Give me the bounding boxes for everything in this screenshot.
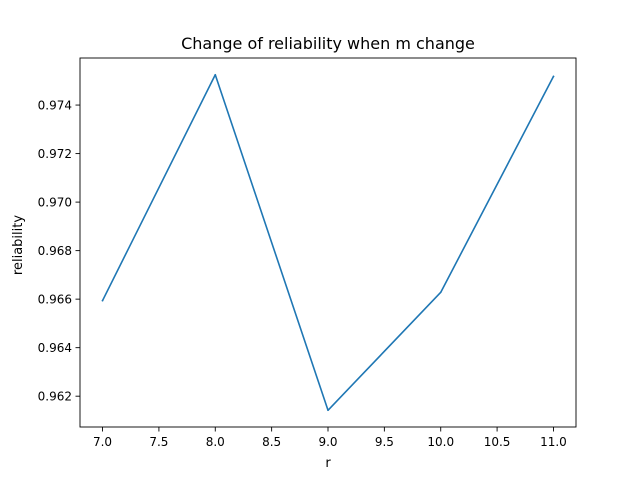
- x-tick-label: 8.0: [206, 435, 225, 449]
- y-tick-label: 0.972: [38, 147, 72, 161]
- x-tick-label: 9.0: [318, 435, 337, 449]
- y-tick-label: 0.964: [38, 341, 72, 355]
- x-tick-label: 10.5: [484, 435, 511, 449]
- y-axis-label: reliability: [11, 215, 26, 275]
- x-tick-label: 7.5: [149, 435, 168, 449]
- data-point: [101, 299, 104, 302]
- x-tick-label: 7.0: [93, 435, 112, 449]
- y-tick-label: 0.966: [38, 293, 72, 307]
- y-tick-label: 0.962: [38, 390, 72, 404]
- chart-title: Change of reliability when m change: [181, 34, 475, 53]
- plot-area: 7.0 7.5 8.0 8.5 9.0 9.5 10.0 10.5 11.0 0.962 0.964…: [38, 57, 577, 449]
- y-tick-label: 0.974: [38, 99, 72, 113]
- data-point: [552, 75, 555, 78]
- data-point: [439, 291, 442, 294]
- x-tick-label: 9.5: [375, 435, 394, 449]
- y-tick-label: 0.968: [38, 244, 72, 258]
- y-tick-label: 0.970: [38, 196, 72, 210]
- data-point: [327, 409, 329, 412]
- x-tick-label: 10.0: [427, 435, 454, 449]
- data-point: [214, 73, 217, 76]
- x-axis-label: r: [325, 456, 331, 471]
- x-tick-label: 11.0: [540, 435, 567, 449]
- x-tick-label: 8.5: [262, 435, 281, 449]
